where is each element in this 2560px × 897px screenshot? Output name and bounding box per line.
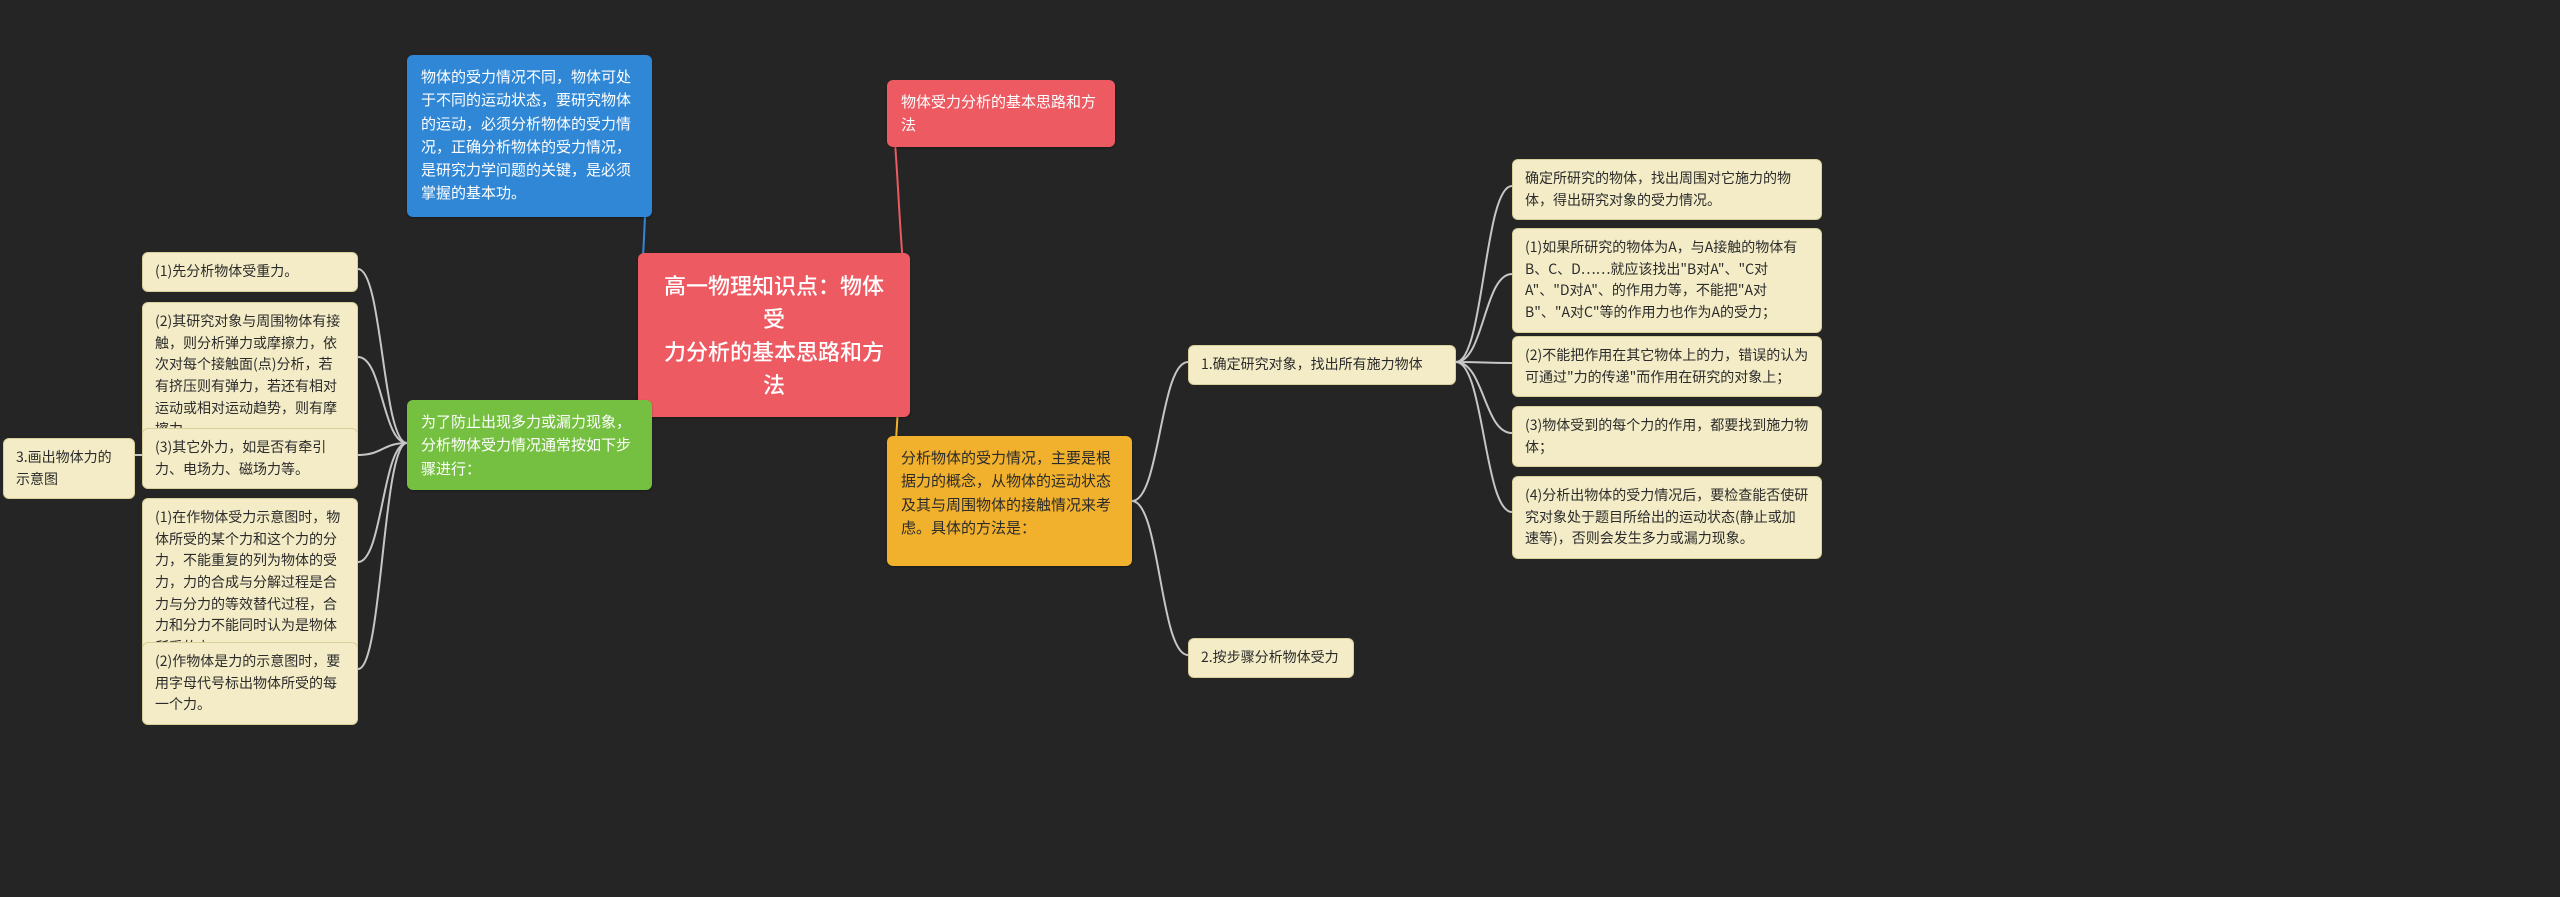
step-1-node[interactable]: (1)先分析物体受重力。 [142,252,358,292]
method-1c-text: (2)不能把作用在其它物体上的力，错误的认为可通过"力的传递"而作用在研究的对象… [1525,345,1808,387]
diagram-step-text: 3.画出物体力的示意图 [16,447,112,489]
method-node[interactable]: 分析物体的受力情况，主要是根据力的概念，从物体的运动状态及其与周围物体的接触情况… [887,436,1132,566]
method-1b-text: (1)如果所研究的物体为A，与A接触的物体有B、C、D……就应该找出"B对A"、… [1525,237,1797,322]
method-1d-text: (3)物体受到的每个力的作用，都要找到施力物体； [1525,415,1808,457]
method-1b-node[interactable]: (1)如果所研究的物体为A，与A接触的物体有B、C、D……就应该找出"B对A"、… [1512,228,1822,333]
step-5-node[interactable]: (2)作物体是力的示意图时，要用字母代号标出物体所受的每一个力。 [142,642,358,725]
step-5-text: (2)作物体是力的示意图时，要用字母代号标出物体所受的每一个力。 [155,651,340,714]
method-text: 分析物体的受力情况，主要是根据力的概念，从物体的运动状态及其与周围物体的接触情况… [901,447,1111,538]
step-3-node[interactable]: (3)其它外力，如是否有牵引力、电场力、磁场力等。 [142,428,358,489]
step-1-text: (1)先分析物体受重力。 [155,261,298,281]
method-2-node[interactable]: 2.按步骤分析物体受力 [1188,638,1354,678]
intro-node[interactable]: 物体的受力情况不同，物体可处于不同的运动状态，要研究物体的运动，必须分析物体的受… [407,55,652,217]
intro-text: 物体的受力情况不同，物体可处于不同的运动状态，要研究物体的运动，必须分析物体的受… [421,66,631,203]
method-1c-node[interactable]: (2)不能把作用在其它物体上的力，错误的认为可通过"力的传递"而作用在研究的对象… [1512,336,1822,397]
method-1a-node[interactable]: 确定所研究的物体，找出周围对它施力的物体，得出研究对象的受力情况。 [1512,159,1822,220]
method-1e-text: (4)分析出物体的受力情况后，要检查能否使研究对象处于题目所给出的运动状态(静止… [1525,485,1808,548]
root-title-line1: 高一物理知识点：物体受 [664,269,884,334]
method-1d-node[interactable]: (3)物体受到的每个力的作用，都要找到施力物体； [1512,406,1822,467]
subtitle-text: 物体受力分析的基本思路和方法 [901,91,1096,135]
method-1-text: 1.确定研究对象，找出所有施力物体 [1201,354,1423,374]
method-1a-text: 确定所研究的物体，找出周围对它施力的物体，得出研究对象的受力情况。 [1525,168,1791,210]
connector-layer [0,0,2560,897]
steps-node[interactable]: 为了防止出现多力或漏力现象，分析物体受力情况通常按如下步骤进行： [407,400,652,490]
step-2-text: (2)其研究对象与周围物体有接触，则分析弹力或摩擦力，依次对每个接触面(点)分析… [155,311,340,439]
subtitle-node[interactable]: 物体受力分析的基本思路和方法 [887,80,1115,147]
step-4-text: (1)在作物体受力示意图时，物体所受的某个力和这个力的分力，不能重复的列为物体的… [155,507,340,657]
method-1-node[interactable]: 1.确定研究对象，找出所有施力物体 [1188,345,1456,385]
method-2-text: 2.按步骤分析物体受力 [1201,647,1339,667]
diagram-step-node[interactable]: 3.画出物体力的示意图 [3,438,135,499]
steps-text: 为了防止出现多力或漏力现象，分析物体受力情况通常按如下步骤进行： [421,411,631,479]
root-title-line2: 力分析的基本思路和方法 [664,335,884,400]
root-node[interactable]: 高一物理知识点：物体受 力分析的基本思路和方法 [638,253,910,417]
step-3-text: (3)其它外力，如是否有牵引力、电场力、磁场力等。 [155,437,326,479]
method-1e-node[interactable]: (4)分析出物体的受力情况后，要检查能否使研究对象处于题目所给出的运动状态(静止… [1512,476,1822,559]
